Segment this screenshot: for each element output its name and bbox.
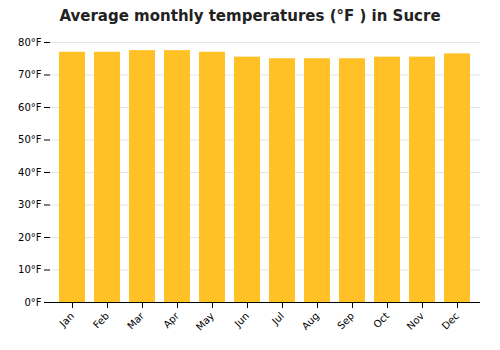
svg-text:10°F: 10°F	[18, 264, 42, 275]
svg-text:Jun: Jun	[232, 310, 252, 330]
svg-text:20°F: 20°F	[18, 232, 42, 243]
svg-text:0°F: 0°F	[24, 297, 41, 308]
svg-text:40°F: 40°F	[18, 167, 42, 178]
svg-text:Jan: Jan	[57, 310, 76, 329]
svg-text:Jul: Jul	[269, 310, 286, 327]
svg-text:Sep: Sep	[335, 310, 356, 331]
svg-text:30°F: 30°F	[18, 199, 42, 210]
svg-text:Aug: Aug	[300, 310, 322, 332]
svg-text:May: May	[194, 310, 216, 332]
svg-text:80°F: 80°F	[18, 37, 42, 48]
svg-text:70°F: 70°F	[18, 69, 42, 80]
svg-text:Oct: Oct	[371, 310, 391, 330]
svg-text:Nov: Nov	[405, 310, 427, 332]
svg-text:60°F: 60°F	[18, 102, 42, 113]
html-text:Average monthly temperatures (: Average monthly temperatures (°F ) in Su…	[59, 7, 441, 25]
svg-text:Dec: Dec	[440, 310, 461, 331]
svg-text:50°F: 50°F	[18, 134, 42, 145]
svg-text:Apr: Apr	[161, 310, 182, 331]
svg-text:Feb: Feb	[91, 310, 111, 330]
svg-text:Mar: Mar	[125, 310, 147, 332]
